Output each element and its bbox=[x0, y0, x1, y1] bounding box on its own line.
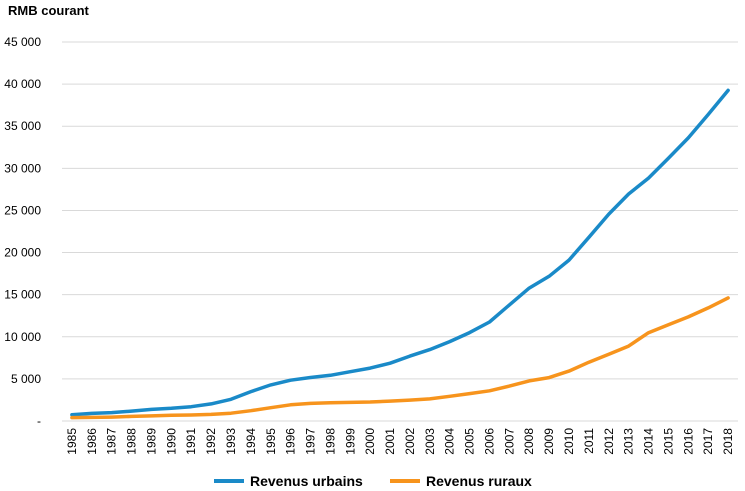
x-tick-label: 2013 bbox=[622, 428, 636, 455]
x-tick-label: 2004 bbox=[443, 428, 457, 455]
x-tick-label: 2017 bbox=[701, 428, 715, 455]
y-tick-label: 30 000 bbox=[4, 161, 41, 175]
series-line-rural bbox=[70, 296, 730, 420]
x-tick-label: 2018 bbox=[721, 428, 735, 455]
gridlines bbox=[62, 41, 738, 422]
x-tick-label: 2000 bbox=[363, 428, 377, 455]
x-tick-label: 1994 bbox=[244, 428, 258, 455]
y-tick-label: 25 000 bbox=[4, 203, 41, 217]
x-tick-label: 1997 bbox=[304, 428, 318, 455]
x-tick-label: 2009 bbox=[542, 428, 556, 455]
y-axis-label: RMB courant bbox=[8, 3, 90, 18]
y-tick-label: 35 000 bbox=[4, 119, 41, 133]
x-tick-label: 2005 bbox=[463, 428, 477, 455]
x-tick-label: 1987 bbox=[105, 428, 119, 455]
x-tick-label: 1990 bbox=[164, 428, 178, 455]
x-tick-label: 2007 bbox=[502, 428, 516, 455]
x-tick-label: 1986 bbox=[85, 428, 99, 455]
y-tick-labels: - 5 000 10 000 15 000 20 000 25 000 30 000 35 0… bbox=[4, 35, 41, 428]
x-tick-label: 2006 bbox=[482, 428, 496, 455]
x-tick-label: 2012 bbox=[602, 428, 616, 455]
y-tick-label: 20 000 bbox=[4, 246, 41, 260]
x-tick-label: 2008 bbox=[522, 428, 536, 455]
legend-label-urban: Revenus urbains bbox=[250, 473, 363, 489]
x-tick-label: 2003 bbox=[423, 428, 437, 455]
x-tick-label: 1996 bbox=[284, 428, 298, 455]
y-tick-label: - bbox=[37, 414, 41, 428]
x-tick-label: 2014 bbox=[642, 428, 656, 455]
x-tick-label: 1988 bbox=[125, 428, 139, 455]
x-tick-label: 1991 bbox=[184, 428, 198, 455]
y-tick-label: 15 000 bbox=[4, 288, 41, 302]
x-tick-label: 2010 bbox=[562, 428, 576, 455]
x-tick-label: 1995 bbox=[264, 428, 278, 455]
y-tick-label: 5 000 bbox=[11, 372, 41, 386]
x-tick-labels: 1985 1986 1987 1988 1989 1990 1991 1992 1993 1994… bbox=[65, 428, 735, 455]
series-lines bbox=[70, 88, 730, 420]
x-tick-label: 2001 bbox=[383, 428, 397, 455]
x-tick-label: 1989 bbox=[144, 428, 158, 455]
x-tick-label: 2011 bbox=[582, 428, 596, 454]
y-tick-label: 10 000 bbox=[4, 330, 41, 344]
x-tick-label: 1998 bbox=[323, 428, 337, 455]
y-tick-label: 40 000 bbox=[4, 77, 41, 91]
legend-label-rural: Revenus ruraux bbox=[426, 473, 532, 489]
x-tick-label: 1992 bbox=[204, 428, 218, 455]
y-tick-label: 45 000 bbox=[4, 35, 41, 49]
x-tick-label: 1999 bbox=[343, 428, 357, 455]
x-tick-label: 1985 bbox=[65, 428, 79, 455]
x-tick-label: 2002 bbox=[403, 428, 417, 455]
series-line-urban bbox=[70, 88, 730, 417]
x-tick-label: 2015 bbox=[661, 428, 675, 455]
legend: Revenus urbains Revenus ruraux bbox=[214, 473, 532, 489]
x-tick-label: 1993 bbox=[224, 428, 238, 455]
x-tick-label: 2016 bbox=[681, 428, 695, 455]
